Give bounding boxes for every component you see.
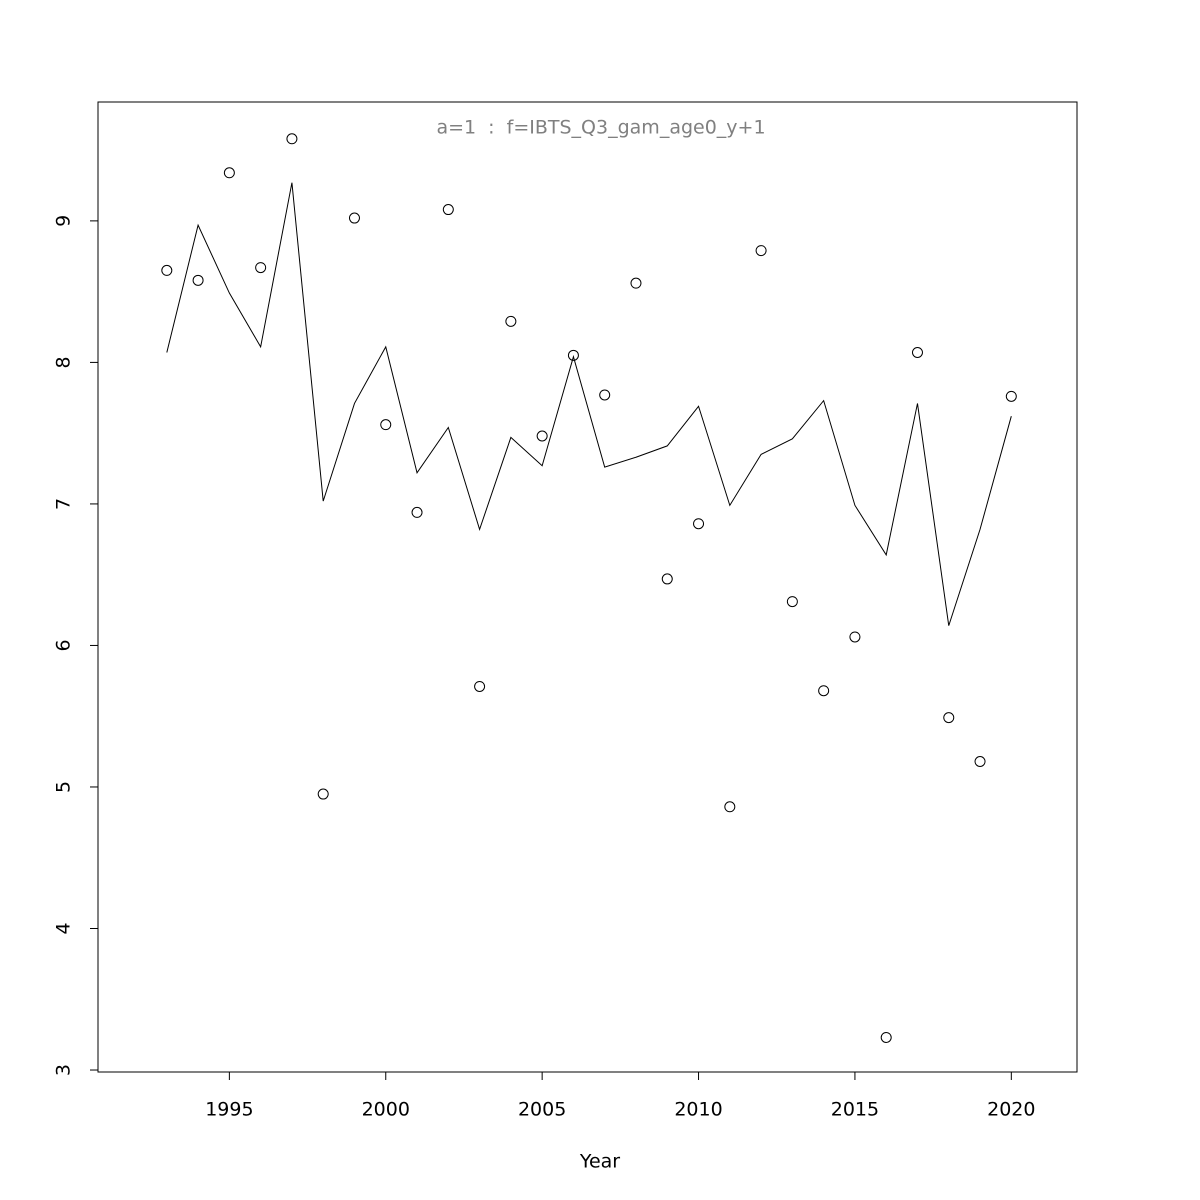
data-point (317, 788, 329, 800)
data-point (693, 518, 705, 530)
x-tick-label: 2005 (518, 1099, 566, 1121)
y-tick-label: 9 (53, 215, 75, 227)
y-tick-label: 7 (53, 498, 75, 510)
data-point (442, 204, 454, 216)
data-point (567, 349, 579, 361)
x-tick-label: 2000 (362, 1099, 410, 1121)
plot-frame (97, 101, 1078, 1073)
y-tick-label: 5 (53, 781, 75, 793)
data-point (223, 167, 235, 179)
data-point (411, 506, 423, 518)
data-point (943, 712, 955, 724)
data-point (474, 680, 486, 692)
data-point (661, 573, 673, 585)
x-tick-label: 1995 (205, 1099, 253, 1121)
y-tick-label: 8 (53, 356, 75, 368)
data-point (348, 212, 360, 224)
x-axis-label: Year (579, 1151, 620, 1173)
data-point (911, 346, 923, 358)
data-point (161, 264, 173, 276)
data-point (286, 133, 298, 145)
data-point (974, 755, 986, 767)
data-point (192, 274, 204, 286)
data-point (630, 277, 642, 289)
data-point (724, 801, 736, 813)
data-point (849, 631, 861, 643)
data-point (880, 1031, 892, 1043)
data-point (380, 419, 392, 431)
data-line (166, 182, 1012, 626)
data-point (1005, 390, 1017, 402)
x-tick-label: 2010 (674, 1099, 722, 1121)
y-tick-label: 3 (53, 1064, 75, 1076)
y-tick-label: 4 (53, 922, 75, 934)
x-tick-label: 2015 (831, 1099, 879, 1121)
chart-title: a=1 : f=IBTS_Q3_gam_age0_y+1 (436, 117, 765, 139)
data-point (786, 596, 798, 608)
x-tick-label: 2020 (987, 1099, 1035, 1121)
data-point (755, 245, 767, 257)
data-point (505, 315, 517, 327)
data-point (818, 685, 830, 697)
data-point (599, 389, 611, 401)
data-point (255, 262, 267, 274)
data-point (536, 430, 548, 442)
y-tick-label: 6 (53, 639, 75, 651)
